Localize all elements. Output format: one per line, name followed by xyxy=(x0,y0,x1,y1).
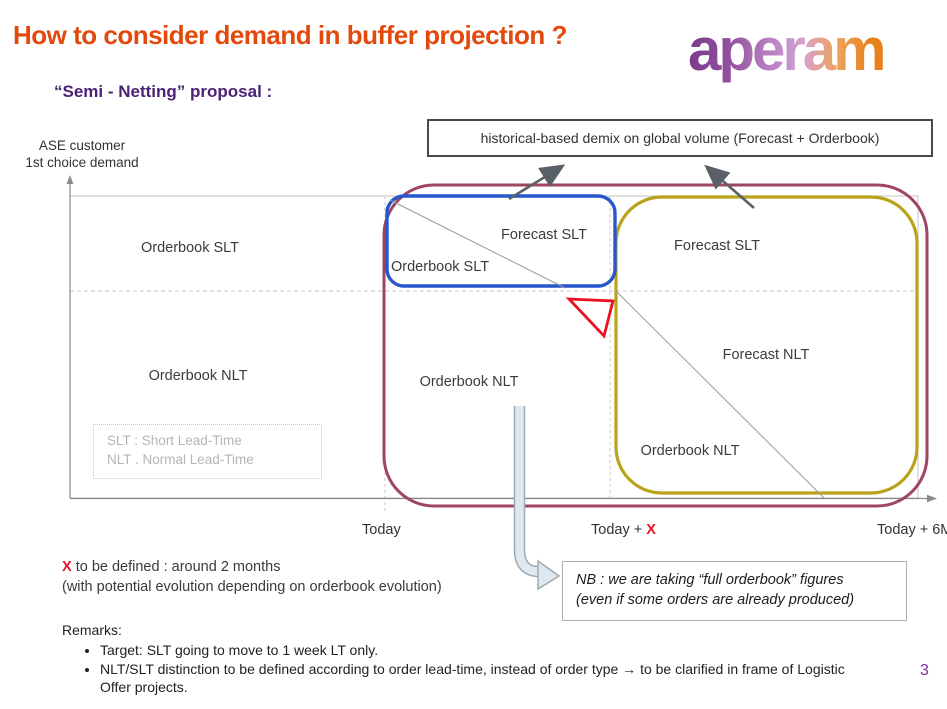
blue-slt-outline xyxy=(385,194,617,288)
yellow-forecast-outline xyxy=(614,195,919,495)
y-axis xyxy=(66,175,74,498)
tick-today-plus-x: Today + X xyxy=(591,522,656,538)
remarks-section: Remarks: Target: SLT going to move to 1 … xyxy=(62,622,862,697)
x-note-rest: to be defined : around 2 months xyxy=(71,559,281,575)
tick-today: Today xyxy=(362,522,401,538)
nb-line2: (even if some orders are already produce… xyxy=(576,592,855,608)
tick-today-plus-x-value: X xyxy=(646,522,656,538)
demix-box: historical-based demix on global volume … xyxy=(427,119,933,157)
x-definition-note: X to be defined : around 2 months (with … xyxy=(62,557,442,597)
maroon-netting-outline xyxy=(382,183,929,508)
x-note-x: X xyxy=(62,559,72,575)
tick-today-plus-6m: Today + 6M xyxy=(877,522,947,538)
label-orderbook-nlt-mid: Orderbook NLT xyxy=(419,374,519,390)
demix-arrow-left-icon xyxy=(508,164,566,201)
aperam-logo: aperam xyxy=(688,10,886,90)
remarks-heading: Remarks: xyxy=(62,622,122,638)
nb-line1: NB : we are taking “full orderbook” figu… xyxy=(576,572,844,588)
remark-item: Target: SLT going to move to 1 week LT o… xyxy=(100,641,862,659)
slide-subtitle: “Semi - Netting” proposal : xyxy=(54,82,273,101)
x-note-line2: (with potential evolution depending on o… xyxy=(62,579,442,595)
label-forecast-slt-blue: Forecast SLT xyxy=(501,227,587,243)
page-number: 3 xyxy=(920,662,929,679)
label-orderbook-nlt-yellow: Orderbook NLT xyxy=(640,443,740,459)
lead-time-legend: SLT : Short Lead-Time NLT . Normal Lead-… xyxy=(93,424,322,479)
label-orderbook-slt-left: Orderbook SLT xyxy=(140,240,240,256)
y-axis-label-line1: ASE customer xyxy=(38,138,126,153)
label-orderbook-slt-blue: Orderbook SLT xyxy=(391,259,490,275)
legend-line-slt: SLT : Short Lead-Time xyxy=(107,433,242,448)
x-axis xyxy=(70,494,937,503)
legend-line-nlt: NLT . Normal Lead-Time xyxy=(107,452,254,467)
y-axis-label-line2: 1st choice demand xyxy=(25,155,139,170)
x-note-line1: X to be defined : around 2 months xyxy=(62,557,442,577)
label-orderbook-nlt-left: Orderbook NLT xyxy=(148,368,248,384)
red-triangle-icon xyxy=(565,297,615,339)
demix-box-label: historical-based demix on global volume … xyxy=(480,130,880,146)
label-forecast-slt-yellow: Forecast SLT xyxy=(674,238,760,254)
remark-item: NLT/SLT distinction to be defined accord… xyxy=(100,660,862,696)
label-forecast-nlt-yellow: Forecast NLT xyxy=(722,347,810,363)
demix-arrow-right-icon xyxy=(704,164,755,209)
diagonal-line-left xyxy=(389,199,566,289)
nb-box: NB : we are taking “full orderbook” figu… xyxy=(562,561,907,621)
elbow-arrow-icon xyxy=(513,406,561,591)
diagonal-line-right xyxy=(615,290,825,499)
slide-title: How to consider demand in buffer project… xyxy=(13,20,567,50)
tick-today-plus-x-prefix: Today + xyxy=(591,522,647,538)
y-axis-label: ASE customer 1st choice demand xyxy=(0,137,164,171)
remarks-list: Target: SLT going to move to 1 week LT o… xyxy=(62,641,862,696)
